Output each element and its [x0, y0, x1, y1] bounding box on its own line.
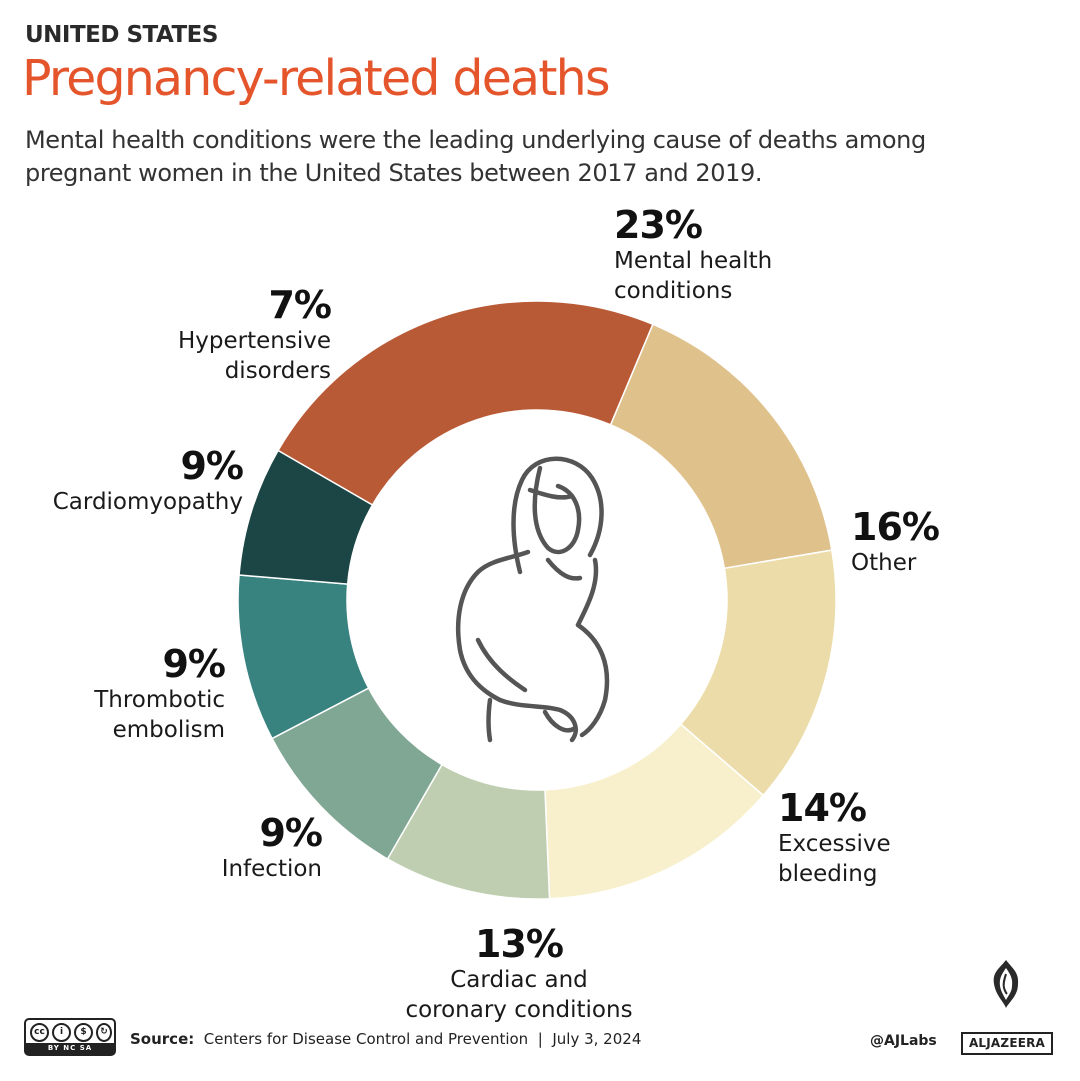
source-date: July 3, 2024	[552, 1030, 642, 1048]
slice-category-line: Mental health	[614, 248, 772, 274]
slice-label-other: 16%Other	[851, 505, 940, 576]
slice-category-line: Hypertensive	[178, 328, 331, 354]
slice-category-line: Cardiomyopathy	[53, 489, 243, 515]
slice-labels: 23%Mental health conditions 16%Other 14%Exc…	[53, 203, 940, 1023]
donut-slice-other	[609, 323, 833, 570]
kicker-location: UNITED STATES	[25, 22, 218, 48]
donut-slice-mental-health-conditions	[277, 300, 654, 507]
slice-label-hypertensive-disorders: 7%Hypertensive disorders	[178, 283, 332, 384]
slice-category-line: coronary conditions	[405, 997, 632, 1023]
slice-category-line: Infection	[222, 856, 322, 882]
slice-category-line: embolism	[113, 717, 225, 743]
pregnant-woman-icon	[455, 456, 610, 743]
social-handle: @AJLabs	[870, 1033, 937, 1049]
slice-percent: 16%	[851, 505, 939, 549]
slice-category-line: bleeding	[778, 861, 877, 887]
slice-category-line: Excessive	[778, 831, 891, 857]
slice-category-line: disorders	[225, 358, 331, 384]
slice-label-thrombotic-embolism: 9%Thrombotic embolism	[93, 642, 226, 743]
footer: cc i $ ↻ BY NC SA Source: Centers for Di…	[0, 960, 1080, 1070]
slice-label-excessive-bleeding: 14%Excessive bleeding	[778, 786, 891, 887]
license-terms: BY NC SA	[26, 1043, 114, 1054]
source-text: Centers for Disease Control and Preventi…	[203, 1030, 529, 1048]
source-separator: |	[537, 1030, 543, 1048]
brand-wordmark: ALJAZEERA	[961, 1032, 1053, 1055]
slice-category-line: Other	[851, 550, 917, 576]
slice-label-infection: 9%Infection	[222, 811, 323, 882]
creative-commons-by-nc-sa-icon: cc i $ ↻ BY NC SA	[24, 1018, 116, 1056]
slice-percent: 13%	[475, 922, 563, 966]
slice-label-mental-health-conditions: 23%Mental health conditions	[614, 203, 772, 304]
source-line: Source: Centers for Disease Control and …	[130, 1030, 641, 1048]
donut-slice-hypertensive-disorders	[238, 449, 374, 585]
slice-category-line: Cardiac and	[450, 967, 588, 993]
slice-label-cardiac-and-coronary-conditions: 13%Cardiac and coronary conditions	[405, 922, 632, 1023]
slice-label-cardiomyopathy: 9%Cardiomyopathy	[53, 444, 244, 515]
slice-percent: 23%	[614, 203, 702, 247]
slice-percent: 9%	[162, 642, 225, 686]
page-title: Pregnancy-related deaths	[22, 50, 610, 107]
donut-slices	[237, 300, 837, 900]
slice-category-line: conditions	[614, 278, 732, 304]
slice-category-line: Thrombotic	[93, 687, 225, 713]
page-subtitle: Mental health conditions were the leadin…	[25, 126, 926, 187]
slice-percent: 7%	[268, 283, 331, 327]
source-label: Source:	[130, 1030, 195, 1048]
slice-percent: 9%	[180, 444, 243, 488]
al-jazeera-logo-icon	[993, 960, 1019, 1008]
slice-percent: 14%	[778, 786, 866, 830]
slice-percent: 9%	[259, 811, 322, 855]
